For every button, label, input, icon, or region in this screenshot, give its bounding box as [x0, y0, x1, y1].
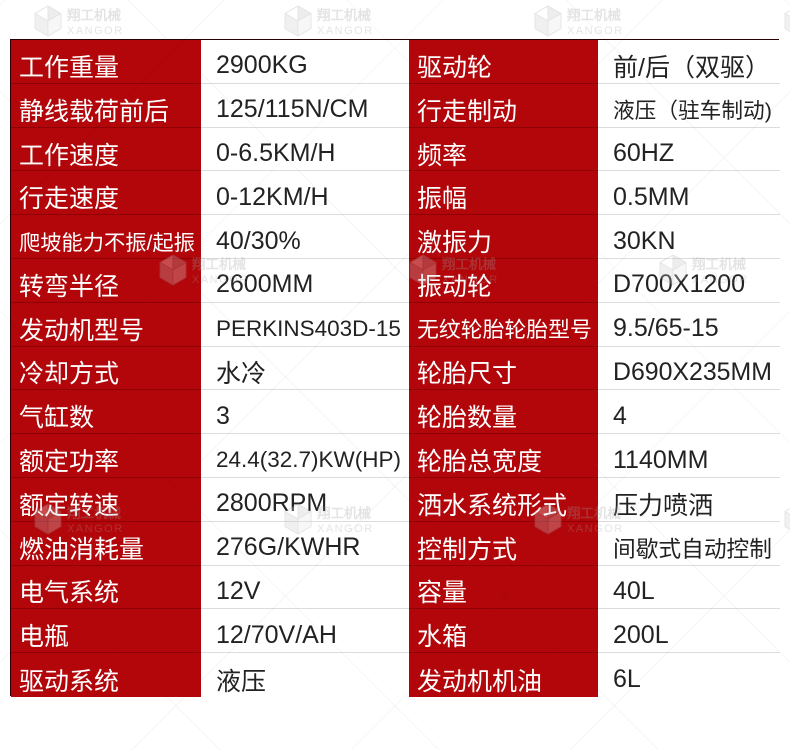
svg-text:翔工机械: 翔工机械 — [66, 7, 121, 23]
svg-text:翔工机械: 翔工机械 — [316, 7, 371, 23]
svg-text:XANGOR: XANGOR — [567, 25, 624, 37]
svg-text:XANGOR: XANGOR — [317, 25, 374, 37]
svg-text:XANGOR: XANGOR — [67, 25, 124, 37]
svg-text:翔工机械: 翔工机械 — [566, 7, 621, 23]
